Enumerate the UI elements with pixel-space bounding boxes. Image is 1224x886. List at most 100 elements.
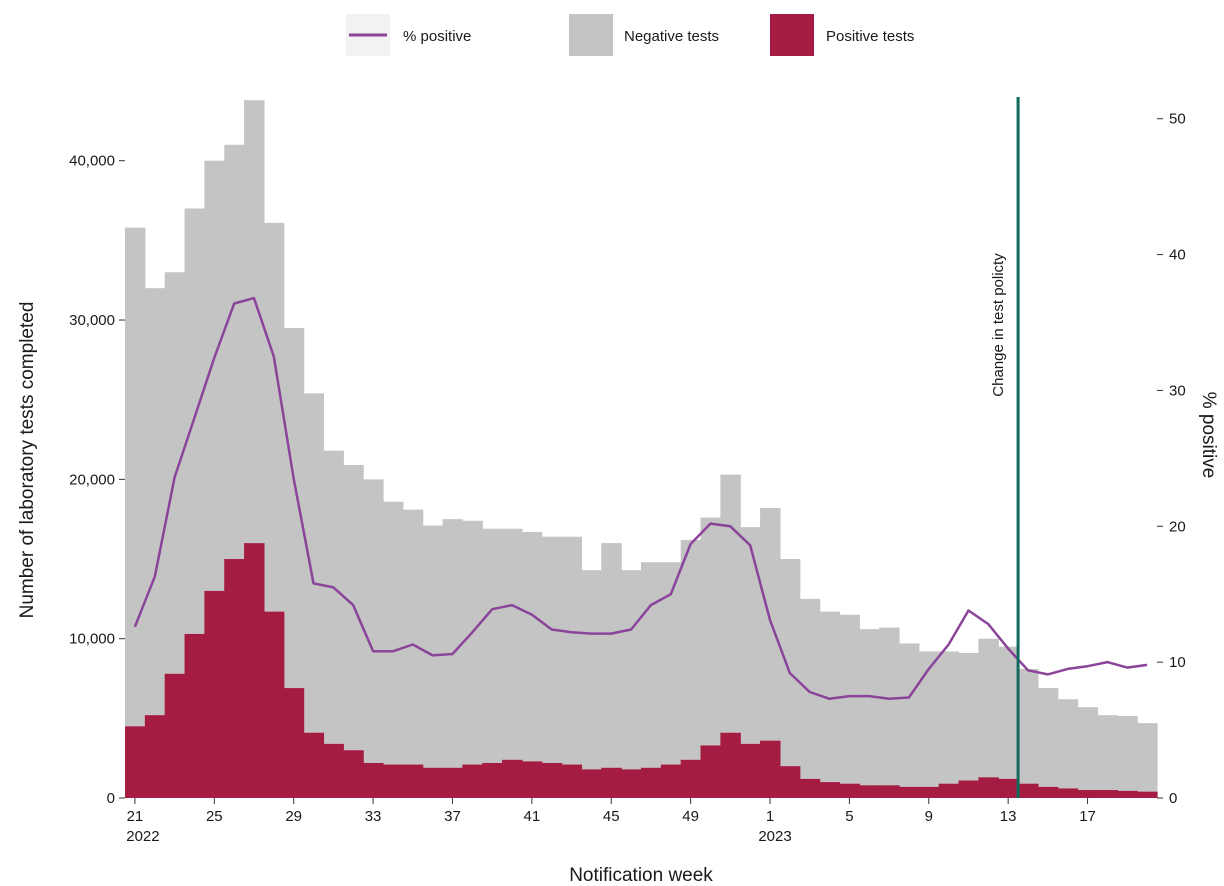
x-tick-label: 29 xyxy=(285,808,302,825)
legend-key-negative-tests xyxy=(569,14,613,56)
negative-bar-week-14 xyxy=(1018,668,1039,784)
positive-bar-week-38 xyxy=(462,764,483,798)
negative-bar-week-36 xyxy=(422,525,444,768)
negative-bar-week-31 xyxy=(323,450,344,744)
negative-bar-week-6 xyxy=(859,629,880,786)
right-y-tick-label: 20 xyxy=(1169,518,1186,535)
x-tick-label: 1 xyxy=(766,808,774,825)
negative-bar-week-24 xyxy=(184,208,205,634)
positive-bar-week-40 xyxy=(502,759,523,798)
legend-key-positive-tests xyxy=(770,14,814,56)
negative-bar-week-30 xyxy=(303,393,325,733)
negative-bar-week-52 xyxy=(740,527,761,744)
negative-bar-week-19 xyxy=(1117,715,1138,791)
right-y-tick-label: 30 xyxy=(1169,382,1186,399)
negative-bar-week-48 xyxy=(660,562,682,765)
positive-bar-week-32 xyxy=(343,750,364,798)
negative-bar-week-44 xyxy=(581,570,602,770)
positive-bar-week-48 xyxy=(660,764,682,798)
positive-bar-week-20 xyxy=(1137,791,1158,798)
positive-bar-week-10 xyxy=(938,783,960,798)
positive-bar-week-42 xyxy=(541,762,563,798)
negative-bar-week-17 xyxy=(1077,707,1099,791)
left-y-tick-label: 20,000 xyxy=(69,471,115,488)
positive-bar-week-6 xyxy=(859,785,880,798)
positive-bar-week-11 xyxy=(958,780,979,798)
left-y-tick-label: 40,000 xyxy=(69,153,115,170)
positive-bar-week-7 xyxy=(879,785,900,798)
x-tick-label: 5 xyxy=(845,808,853,825)
negative-bar-week-28 xyxy=(263,222,285,612)
positive-bar-week-17 xyxy=(1077,790,1099,798)
positive-bar-week-46 xyxy=(621,769,642,798)
negative-bar-week-50 xyxy=(700,517,721,746)
positive-bar-week-23 xyxy=(164,673,186,798)
x-axis: 21 2022 25 29 33 37 41 45 49 1 2023 5 9 13 17 xyxy=(126,798,1096,845)
negative-bar-week-43 xyxy=(561,536,583,765)
positive-bar-week-13 xyxy=(998,778,1019,798)
x-year-label: 2023 xyxy=(758,828,791,845)
x-tick-label: 37 xyxy=(444,808,461,825)
positive-bar-week-22 xyxy=(144,715,166,798)
positive-bars xyxy=(125,543,1158,798)
negative-bar-week-9 xyxy=(918,651,940,787)
positive-bar-week-15 xyxy=(1037,786,1059,798)
negative-bar-week-12 xyxy=(978,638,999,778)
legend-label-negative-tests: Negative tests xyxy=(624,28,719,45)
positive-bar-week-36 xyxy=(422,767,444,798)
positive-bar-week-3 xyxy=(799,778,821,798)
positive-bar-week-30 xyxy=(303,732,325,798)
positive-bar-week-29 xyxy=(283,688,305,798)
positive-bar-week-47 xyxy=(641,767,662,798)
negative-bar-week-18 xyxy=(1097,715,1118,791)
positive-bar-week-51 xyxy=(720,732,741,798)
negative-bar-week-34 xyxy=(383,501,404,765)
right-y-axis-title: % positive xyxy=(1198,392,1219,479)
negative-bar-week-11 xyxy=(958,653,979,781)
negative-bar-week-7 xyxy=(879,627,900,786)
x-tick-label: 21 xyxy=(127,808,144,825)
x-tick-label: 25 xyxy=(206,808,223,825)
positive-bar-week-19 xyxy=(1117,790,1138,798)
positive-bar-week-2 xyxy=(779,766,801,798)
positive-bar-week-1 xyxy=(760,740,781,798)
x-tick-label: 17 xyxy=(1079,808,1096,825)
x-tick-label: 41 xyxy=(524,808,541,825)
positive-bar-week-33 xyxy=(363,762,384,798)
negative-bar-week-45 xyxy=(601,543,622,768)
right-y-tick-label: 50 xyxy=(1169,111,1186,128)
negative-bar-week-39 xyxy=(482,528,503,763)
positive-bar-week-43 xyxy=(561,764,583,798)
positive-bar-week-14 xyxy=(1018,783,1039,798)
negative-bar-week-2 xyxy=(779,559,801,767)
positive-bar-week-4 xyxy=(819,782,841,798)
negative-bar-week-10 xyxy=(938,651,960,784)
left-y-axis-title: Number of laboratory tests completed xyxy=(17,302,38,619)
negative-bar-week-35 xyxy=(402,509,424,765)
positive-bar-week-27 xyxy=(244,543,265,798)
legend-label-percent-positive: % positive xyxy=(403,28,471,45)
negative-bar-week-13 xyxy=(998,646,1019,779)
positive-bar-week-35 xyxy=(402,764,424,798)
positive-bar-week-26 xyxy=(224,559,245,798)
positive-bar-week-28 xyxy=(263,611,285,798)
positive-bar-week-8 xyxy=(899,786,920,798)
x-tick-label: 9 xyxy=(925,808,933,825)
negative-bar-week-38 xyxy=(462,520,483,765)
positive-bar-week-5 xyxy=(839,783,860,798)
negative-bar-week-27 xyxy=(244,100,265,544)
positive-bar-week-21 xyxy=(125,726,146,798)
negative-bar-week-42 xyxy=(541,536,563,763)
negative-bar-week-47 xyxy=(641,562,662,768)
positive-bar-week-41 xyxy=(521,761,543,798)
left-y-tick-label: 10,000 xyxy=(69,631,115,648)
x-year-label: 2022 xyxy=(126,828,159,845)
right-y-tick-label: 10 xyxy=(1169,654,1186,671)
negative-bar-week-49 xyxy=(680,539,702,760)
positive-bar-week-24 xyxy=(184,633,205,798)
negative-bar-week-21 xyxy=(125,227,146,727)
negative-bar-week-40 xyxy=(502,528,523,760)
x-tick-label: 13 xyxy=(1000,808,1017,825)
negative-bar-week-22 xyxy=(144,288,166,716)
